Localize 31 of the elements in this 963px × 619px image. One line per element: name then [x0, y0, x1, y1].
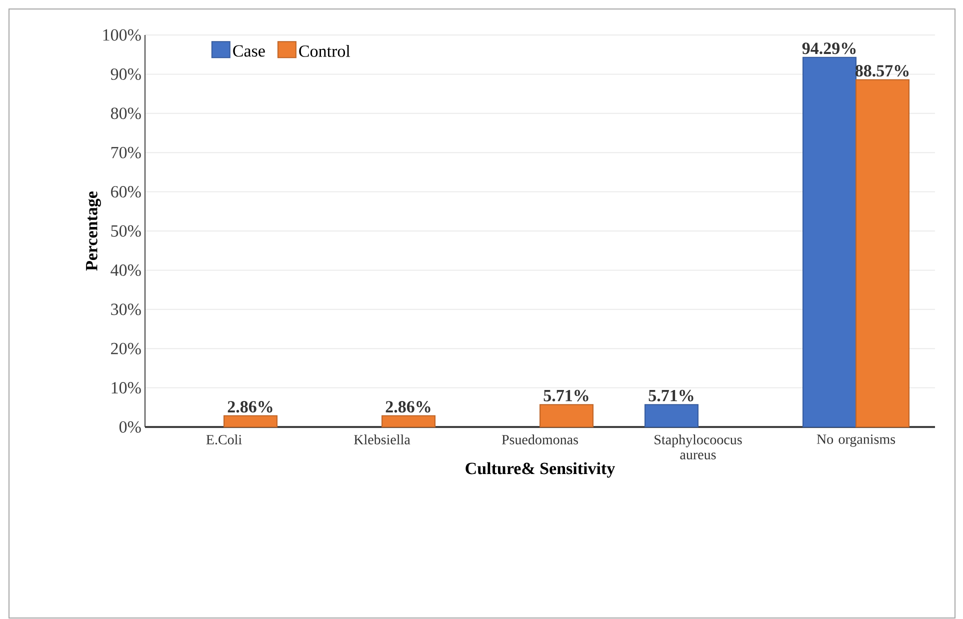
y-tick-label: 40% — [110, 264, 141, 276]
y-tick-label: 90% — [110, 68, 141, 80]
y-tick-label: 50% — [111, 225, 141, 237]
data-label: 2.86% — [228, 401, 272, 413]
x-tick-label: E.Coli — [206, 434, 242, 444]
y-tick-label: 70% — [111, 146, 141, 158]
bar — [382, 415, 436, 428]
y-tick-label: 30% — [111, 304, 141, 316]
legend-label: Control — [299, 44, 350, 57]
x-tick-label: Klebsiella — [354, 434, 410, 444]
x-tick-label: No organisms — [816, 434, 896, 447]
x-tick-label: Psuedomonas — [502, 434, 578, 444]
bar — [540, 404, 594, 428]
y-tick-label: 60% — [111, 186, 141, 198]
y-tick-label: 20% — [111, 342, 141, 354]
legend-label: Case — [233, 45, 265, 57]
x-tick-label: Staphylocoocus aureus — [654, 434, 742, 460]
bar — [856, 79, 910, 428]
y-axis-title: Percentage — [86, 191, 101, 271]
x-axis-title: Culture& Sensitivity — [466, 462, 615, 478]
data-label: 5.71% — [544, 390, 588, 402]
y-tick-label: 10% — [112, 382, 141, 394]
data-label: 2.86% — [386, 401, 430, 413]
data-label: 94.29% — [802, 42, 856, 54]
y-tick-label: 80% — [110, 108, 141, 120]
bar — [802, 56, 857, 428]
y-tick-label: 0% — [119, 421, 141, 433]
data-label: 5.71% — [648, 390, 694, 402]
bar — [644, 404, 698, 428]
bar — [224, 415, 278, 428]
y-tick-label: 100% — [103, 29, 141, 41]
